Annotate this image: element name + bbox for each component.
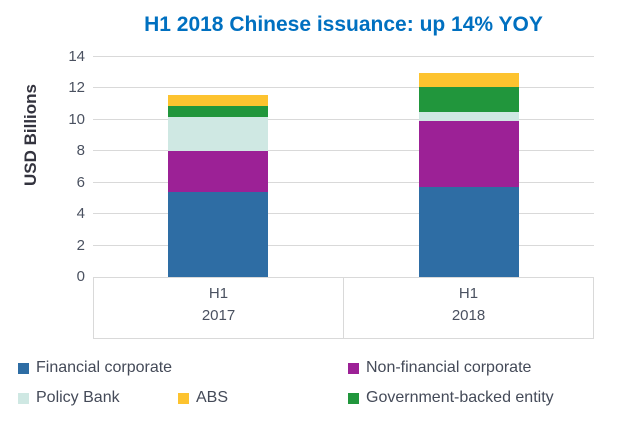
x-category-line2: 2018 bbox=[451, 307, 486, 324]
x-category-line1: H1 bbox=[208, 285, 229, 302]
gridline bbox=[93, 181, 594, 183]
legend-swatch bbox=[18, 362, 29, 374]
x-category-line2: 2017 bbox=[201, 307, 236, 324]
bar-segment bbox=[168, 151, 269, 193]
y-tick-label: 2 bbox=[76, 236, 85, 254]
legend-label: Non-financial corporate bbox=[366, 359, 532, 376]
y-tick-label: 10 bbox=[68, 110, 85, 128]
bar-segment bbox=[418, 72, 519, 87]
bar-segment bbox=[418, 112, 519, 122]
bar-segment bbox=[168, 192, 269, 277]
y-tick-label: 14 bbox=[68, 48, 85, 65]
legend-label: Policy Bank bbox=[36, 389, 120, 406]
gridline bbox=[93, 244, 594, 246]
y-tick-label: 6 bbox=[76, 173, 85, 191]
bar-segment bbox=[418, 187, 519, 277]
gridline bbox=[93, 87, 594, 89]
gridline bbox=[93, 213, 594, 215]
legend-swatch bbox=[348, 392, 359, 404]
legend-item: Government-backed entity bbox=[348, 387, 554, 409]
x-category-label: H1 2017 bbox=[94, 278, 343, 338]
x-category-line1: H1 bbox=[458, 285, 479, 302]
gridline bbox=[93, 56, 594, 57]
x-axis: H1 2017 H1 2018 bbox=[93, 277, 594, 339]
legend-item: Financial corporate bbox=[18, 357, 172, 379]
bar-segment bbox=[168, 116, 269, 152]
legend-item: ABS bbox=[178, 387, 228, 409]
y-tick-label: 12 bbox=[68, 79, 85, 97]
y-tick-label: 8 bbox=[76, 142, 85, 160]
gridline bbox=[93, 118, 594, 120]
legend-item: Non-financial corporate bbox=[348, 357, 531, 379]
bar-segment bbox=[418, 121, 519, 188]
x-category-label: H1 2018 bbox=[343, 278, 593, 338]
stacked-bar-2017 bbox=[168, 94, 269, 277]
plot-area bbox=[93, 56, 594, 278]
legend-label: ABS bbox=[196, 389, 229, 406]
legend-item: Policy Bank bbox=[18, 387, 120, 409]
legend-label: Financial corporate bbox=[36, 359, 173, 376]
bar-segment bbox=[168, 94, 269, 106]
legend-label: Government-backed entity bbox=[366, 389, 554, 406]
legend-swatch bbox=[348, 362, 359, 374]
chart-title: H1 2018 Chinese issuance: up 14% YOY bbox=[144, 13, 543, 36]
legend-swatch bbox=[178, 392, 189, 404]
legend: Financial corporate Non-financial corpora… bbox=[0, 352, 644, 422]
legend-swatch bbox=[18, 392, 29, 404]
gridline bbox=[93, 150, 594, 152]
y-tick-label: 0 bbox=[76, 268, 85, 285]
stacked-bar-2018 bbox=[418, 72, 519, 277]
y-tick-label: 4 bbox=[76, 205, 85, 223]
bar-segment bbox=[168, 105, 269, 117]
bar-segment bbox=[418, 86, 519, 113]
